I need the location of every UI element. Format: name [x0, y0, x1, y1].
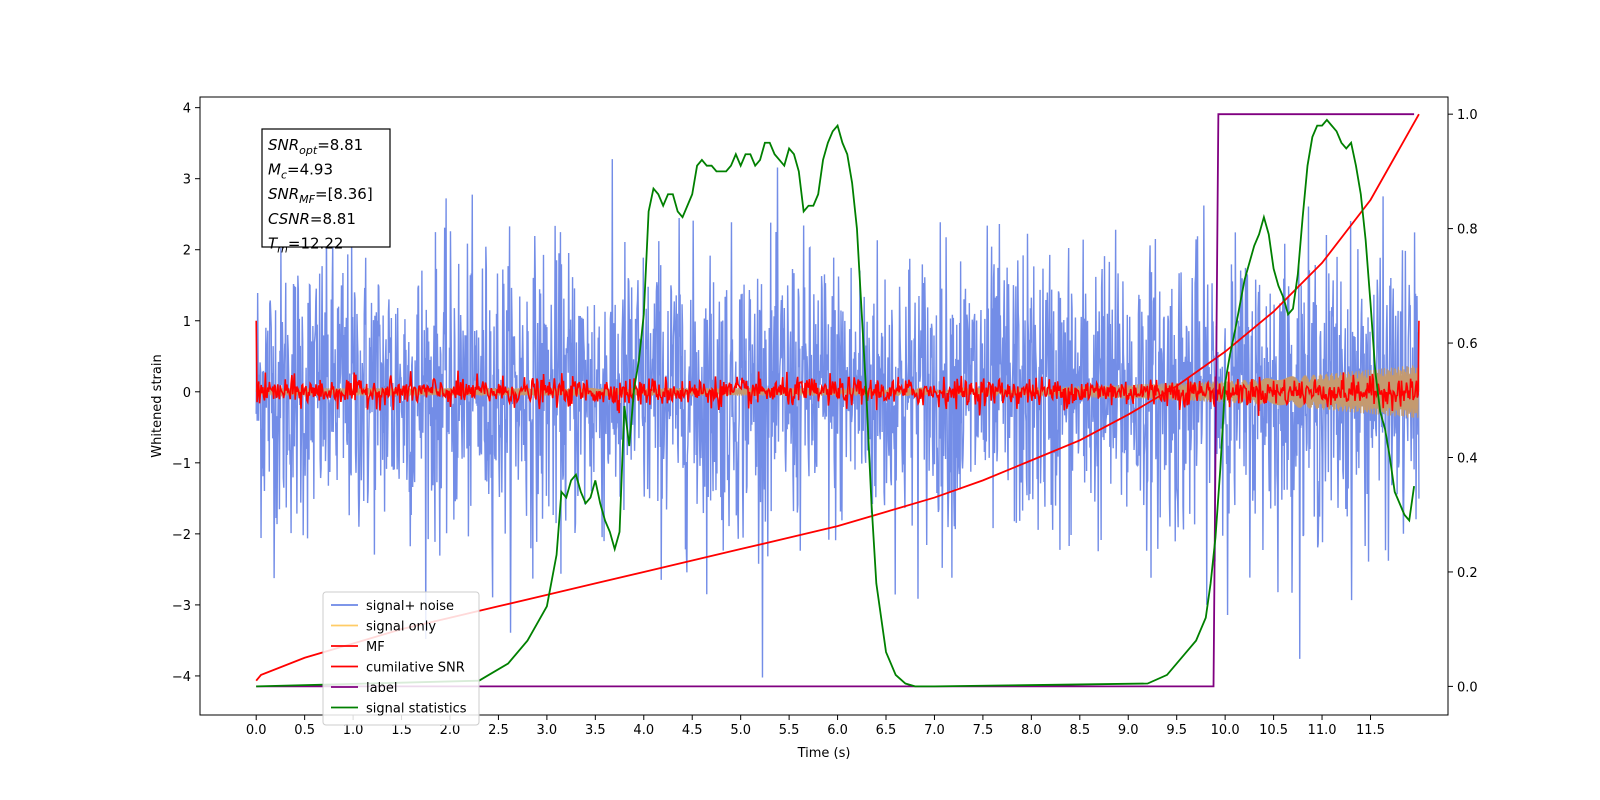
legend-label: label [366, 681, 397, 696]
y-tick-label-right: 0.8 [1457, 223, 1478, 238]
annotation-line: SNRMF=[8.36] [268, 185, 373, 206]
x-tick-label: 5.0 [730, 723, 751, 738]
x-tick-label: 9.5 [1166, 723, 1187, 738]
y-tick-label-left: 4 [183, 102, 191, 117]
x-tick-label: 3.5 [585, 723, 606, 738]
x-tick-label: 6.5 [876, 723, 897, 738]
x-tick-label: 7.0 [924, 723, 945, 738]
x-tick-label: 6.0 [827, 723, 848, 738]
annotation-line: Tm=12.22 [268, 234, 343, 255]
x-tick-label: 8.0 [1021, 723, 1042, 738]
legend-label: signal statistics [366, 702, 467, 717]
y-tick-label-right: 0.2 [1457, 566, 1478, 581]
signal-statistics-line [256, 118, 1415, 688]
x-tick-label: 0.5 [294, 723, 315, 738]
y-tick-label-right: 0.6 [1457, 337, 1478, 352]
x-tick-label: 9.0 [1118, 723, 1139, 738]
annotation-line: SNRopt=8.81 [268, 136, 363, 157]
y-tick-label-left: 3 [183, 173, 191, 188]
y-tick-label-right: 0.4 [1457, 452, 1478, 467]
y-tick-label-left: −3 [172, 599, 191, 614]
x-tick-label: 2.5 [488, 723, 509, 738]
x-tick-label: 5.5 [779, 723, 800, 738]
legend-label: signal only [366, 620, 436, 635]
y-tick-label-left: 1 [183, 315, 191, 330]
legend-label: signal+ noise [366, 599, 454, 614]
x-tick-label: 4.0 [633, 723, 654, 738]
x-axis-label: Time (s) [797, 746, 851, 761]
plot-frame [199, 96, 1449, 716]
x-tick-label: 8.5 [1069, 723, 1090, 738]
legend-label: cumilative SNR [366, 661, 465, 676]
x-tick-label: 0.0 [246, 723, 267, 738]
y-tick-label-right: 0.0 [1457, 680, 1478, 695]
legend-box [322, 591, 480, 726]
annotation-line: Mc=4.93 [268, 161, 333, 182]
y-tick-label-left: −2 [172, 528, 191, 543]
x-tick-label: 10.5 [1259, 723, 1288, 738]
x-tick-label: 4.5 [682, 723, 703, 738]
y-tick-label-left: −4 [172, 670, 191, 685]
y-tick-label-left: 0 [183, 386, 191, 401]
x-tick-label: 1.5 [391, 723, 412, 738]
y-tick-label-left: −1 [172, 457, 191, 472]
x-tick-label: 10.0 [1211, 723, 1240, 738]
x-tick-label: 7.5 [973, 723, 994, 738]
y-tick-label-right: 1.0 [1457, 108, 1478, 123]
x-tick-label: 3.0 [537, 723, 558, 738]
y-axis-label: Whitened strain [150, 354, 165, 457]
x-tick-label: 1.0 [343, 723, 364, 738]
annotation-line: CSNR=8.81 [268, 210, 356, 228]
label-line [256, 113, 1415, 688]
x-tick-label: 2.0 [440, 723, 461, 738]
annotation-box [261, 128, 391, 248]
x-tick-label: 11.0 [1308, 723, 1337, 738]
plot-area: 0.0 0.5 1.0 1.5 2.0 2.5 3.0 3.5 4.0 4.5 5.0 5.5 6.0 6… [150, 96, 1478, 761]
legend-label: MF [366, 640, 385, 655]
y-tick-label-left: 2 [183, 244, 191, 259]
x-tick-label: 11.5 [1356, 723, 1385, 738]
